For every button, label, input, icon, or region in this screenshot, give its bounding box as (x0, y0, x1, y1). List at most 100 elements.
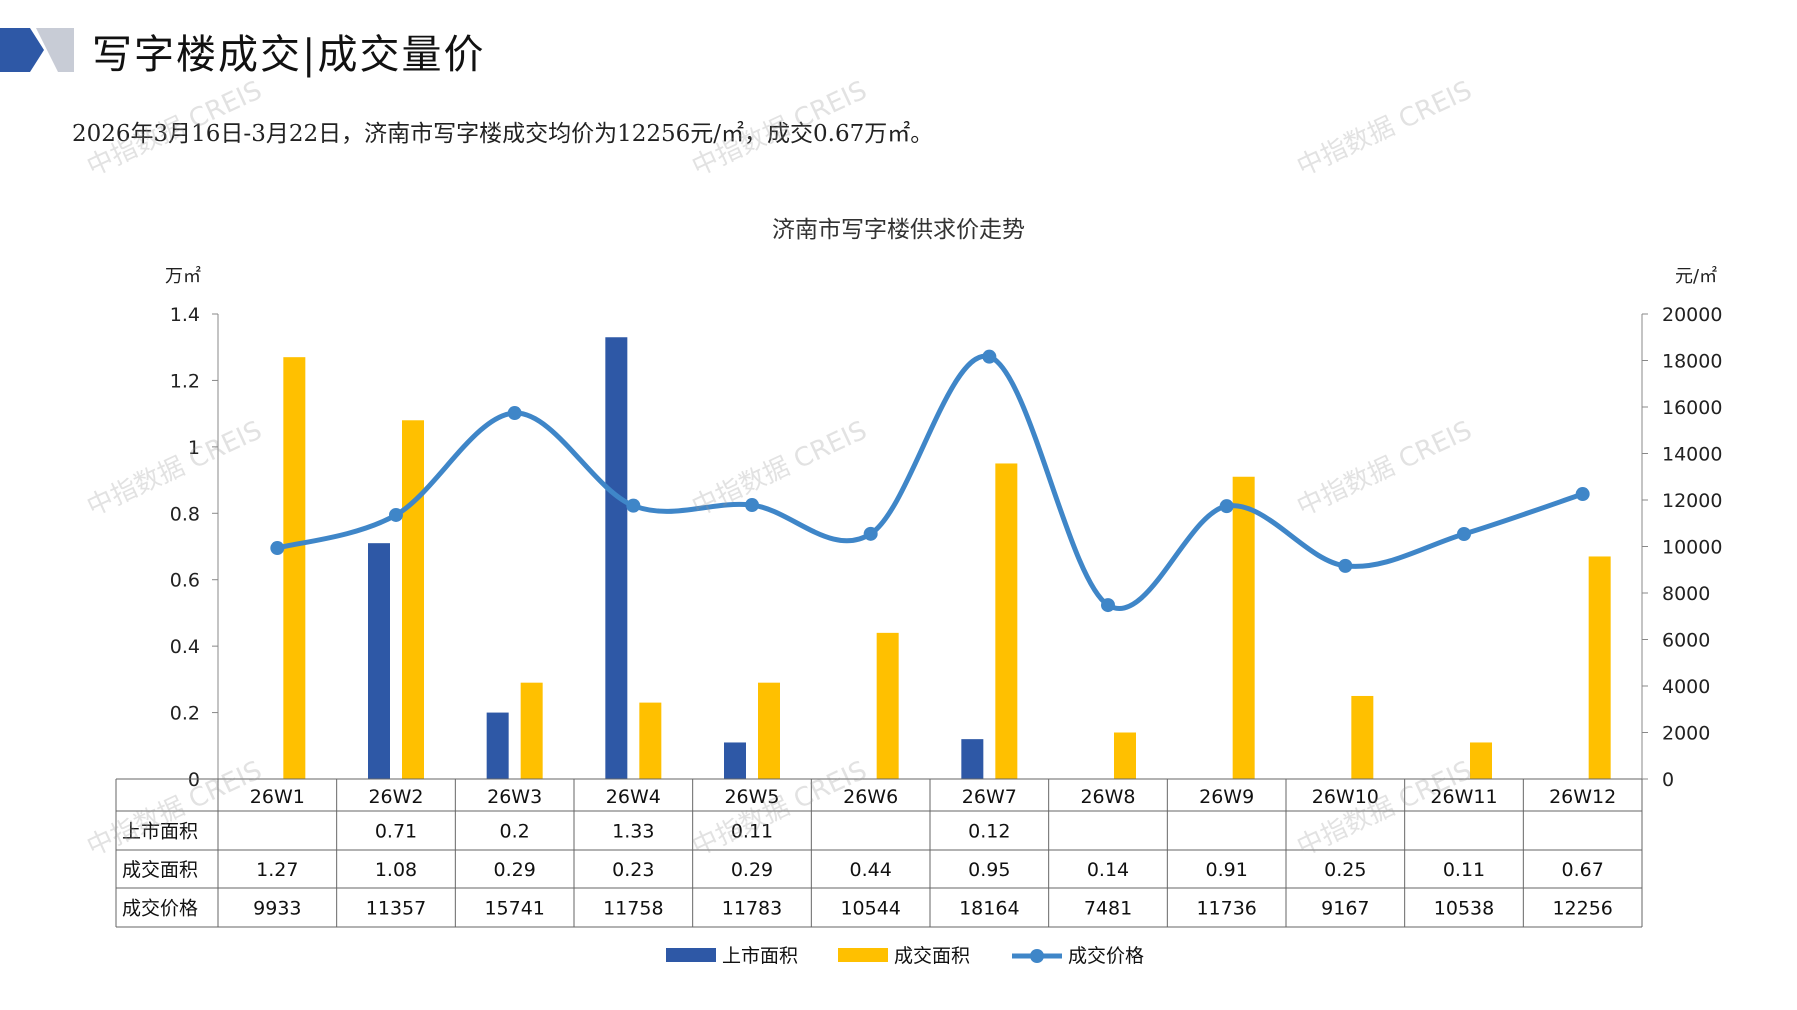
data-label: 9933 (253, 898, 301, 920)
bar-listed-area (486, 712, 509, 779)
left-axis-unit: 万㎡ (165, 265, 201, 287)
bar-listed-area (605, 337, 628, 779)
price-point (1101, 598, 1115, 613)
data-label: 11357 (366, 898, 426, 920)
chart-title: 济南市写字楼供求价走势 (772, 217, 1025, 243)
price-point (1575, 487, 1590, 502)
left-tick-label: 0.6 (170, 570, 200, 592)
left-tick-label: 0.4 (170, 636, 200, 658)
price-point (270, 541, 285, 556)
x-tick-label: 26W10 (1312, 786, 1379, 808)
bar-traded-area (876, 632, 899, 779)
bar-listed-area (961, 739, 984, 779)
price-point (982, 349, 997, 364)
price-point (507, 406, 522, 421)
x-tick-label: 26W3 (487, 786, 542, 808)
x-tick-label: 26W7 (962, 786, 1017, 808)
legend-swatch-price-point (1030, 949, 1044, 963)
right-tick-label: 12000 (1662, 490, 1722, 512)
data-label: 0.29 (731, 859, 773, 881)
data-label: 0.23 (612, 859, 654, 881)
bar-traded-area (1114, 732, 1136, 779)
price-point (745, 498, 759, 513)
x-tick-label: 26W8 (1080, 786, 1135, 808)
data-label: 1.08 (375, 859, 417, 881)
right-tick-label: 0 (1662, 769, 1674, 791)
right-tick-label: 18000 (1662, 351, 1722, 373)
data-label: 11783 (722, 898, 782, 920)
bar-traded-area (1470, 742, 1492, 779)
header-logo (0, 28, 74, 72)
page-title: 写字楼成交|成交量价 (92, 32, 486, 78)
bar-listed-area (724, 742, 746, 779)
price-point (1457, 526, 1471, 541)
left-tick-label: 0.2 (170, 703, 200, 725)
right-tick-label: 16000 (1662, 397, 1722, 419)
data-label: 0.14 (1087, 859, 1129, 881)
x-tick-label: 26W9 (1199, 786, 1254, 808)
right-axis-unit: 元/㎡ (1675, 265, 1717, 287)
data-label: 18164 (959, 898, 1019, 920)
legend-swatch-traded (838, 948, 888, 962)
data-label: 0.12 (968, 821, 1010, 843)
bar-traded-area (402, 420, 424, 779)
x-tick-label: 26W12 (1549, 786, 1616, 808)
data-label: 7481 (1084, 898, 1132, 920)
data-label: 0.11 (731, 821, 773, 843)
legend-label: 成交价格 (1068, 945, 1144, 967)
data-label: 0.44 (850, 859, 892, 881)
summary-text: 2026年3月16日-3月22日，济南市写字楼成交均价为12256元/㎡，成交0… (72, 121, 934, 147)
left-tick-label: 1.2 (170, 370, 200, 392)
data-label: 0.95 (968, 859, 1010, 881)
price-point (1219, 499, 1234, 514)
x-tick-label: 26W11 (1430, 786, 1497, 808)
bar-traded-area (520, 682, 543, 779)
x-tick-label: 26W5 (724, 786, 779, 808)
bar-traded-area (1588, 556, 1611, 779)
data-label: 1.33 (612, 821, 654, 843)
right-tick-label: 8000 (1662, 583, 1710, 605)
x-tick-label: 26W2 (368, 786, 423, 808)
right-tick-label: 6000 (1662, 630, 1710, 652)
x-tick-label: 26W1 (250, 786, 305, 808)
price-line (276, 353, 1584, 611)
data-label: 10538 (1434, 898, 1494, 920)
price-point (1338, 558, 1353, 573)
data-label: 12256 (1552, 898, 1612, 920)
data-label: 0.11 (1443, 859, 1485, 881)
data-label: 15741 (484, 898, 544, 920)
table-row-header: 成交价格 (122, 898, 198, 920)
right-tick-label: 2000 (1662, 723, 1710, 745)
bar-traded-area (1232, 476, 1255, 779)
table-row-header: 上市面积 (122, 821, 198, 843)
x-tick-label: 26W4 (606, 786, 661, 808)
x-tick-label: 26W6 (843, 786, 898, 808)
right-tick-label: 20000 (1662, 304, 1722, 326)
price-point (863, 526, 878, 541)
bar-traded-area (995, 463, 1018, 779)
data-label: 0.71 (375, 821, 417, 843)
data-label: 0.91 (1206, 859, 1248, 881)
data-label: 9167 (1321, 898, 1369, 920)
data-label: 0.2 (500, 821, 530, 843)
table-row-header: 成交面积 (122, 859, 198, 881)
left-tick-label: 0.8 (170, 503, 200, 525)
legend-swatch-listed (666, 948, 716, 962)
left-tick-label: 1.4 (170, 304, 200, 326)
left-tick-label: 0 (188, 769, 200, 791)
data-label: 0.67 (1562, 859, 1604, 881)
bar-traded-area (1351, 695, 1374, 779)
data-label: 0.25 (1324, 859, 1366, 881)
price-point (389, 507, 403, 522)
data-label: 1.27 (256, 859, 298, 881)
legend-label: 上市面积 (722, 945, 798, 967)
data-label: 0.29 (494, 859, 536, 881)
bar-traded-area (283, 357, 306, 779)
data-label: 10544 (840, 898, 900, 920)
right-tick-label: 14000 (1662, 444, 1722, 466)
right-tick-label: 4000 (1662, 676, 1710, 698)
legend-label: 成交面积 (894, 945, 970, 967)
bar-traded-area (758, 682, 780, 779)
bar-traded-area (639, 702, 662, 779)
